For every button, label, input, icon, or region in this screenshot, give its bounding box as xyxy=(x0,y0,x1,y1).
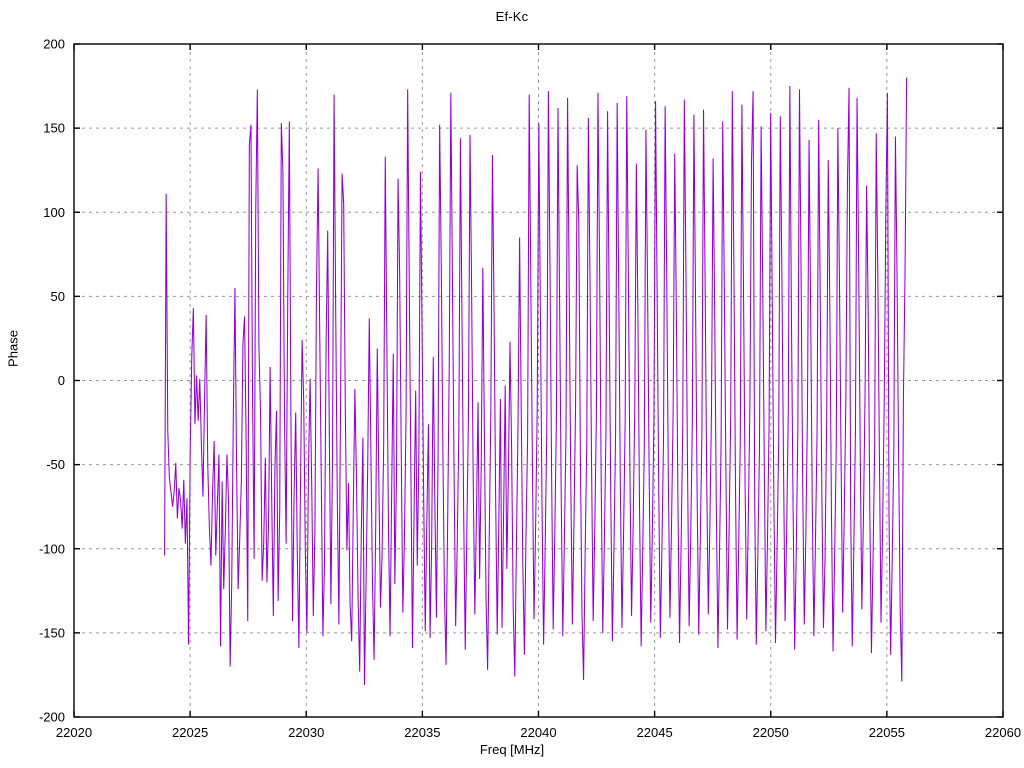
x-tick-label: 22025 xyxy=(172,725,208,740)
data-series-line xyxy=(164,77,908,686)
y-tick-label: 0 xyxy=(58,373,65,388)
x-tick-label: 22035 xyxy=(404,725,440,740)
y-tick-label: -150 xyxy=(39,625,65,640)
y-tick-label: 200 xyxy=(43,37,65,52)
y-tick-label: -100 xyxy=(39,541,65,556)
y-tick-label: 50 xyxy=(51,289,65,304)
y-tick-label: -50 xyxy=(46,457,65,472)
chart-title: Ef-Kc xyxy=(495,9,529,24)
x-tick-label: 22055 xyxy=(869,725,905,740)
plot-border xyxy=(73,43,1004,718)
x-tick-label: 22060 xyxy=(985,725,1021,740)
x-tick-label: 22020 xyxy=(56,725,92,740)
x-tick-label: 22040 xyxy=(520,725,556,740)
y-tick-label: 100 xyxy=(43,205,65,220)
x-tick-label: 22030 xyxy=(288,725,324,740)
y-tick-label: -200 xyxy=(39,710,65,725)
x-tick-label: 22045 xyxy=(637,725,673,740)
y-tick-label: 150 xyxy=(43,121,65,136)
tick-labels: -200 -150 -100 -50 0 50 100 150 200 22020 22025 220… xyxy=(39,37,1021,741)
data-series-group xyxy=(164,77,908,686)
x-axis-label: Freq [MHz] xyxy=(479,742,545,757)
x-tick-label: 22050 xyxy=(753,725,789,740)
